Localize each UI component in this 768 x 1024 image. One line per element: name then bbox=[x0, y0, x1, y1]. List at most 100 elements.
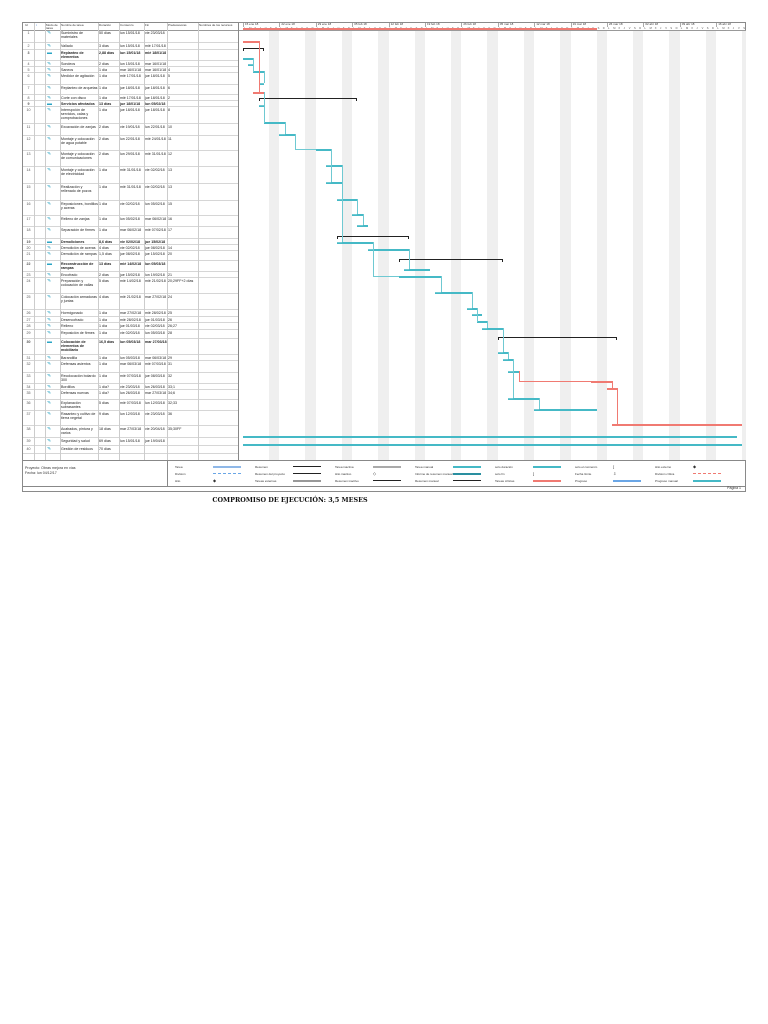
table-row[interactable]: 9 Servicios afectados 13 días jue 18/01/18 l… bbox=[23, 101, 238, 107]
day-label: D bbox=[675, 26, 678, 30]
normal-task-bar[interactable] bbox=[357, 225, 368, 227]
table-row[interactable]: 26 Hormigonado 1 día mar 27/02/18 mié 28/02/… bbox=[23, 310, 238, 317]
table-row[interactable]: 27 Desencofrado 1 día mié 28/02/18 jue 01/03… bbox=[23, 317, 238, 323]
normal-task-bar[interactable] bbox=[477, 320, 488, 323]
normal-task-bar[interactable] bbox=[471, 314, 483, 316]
legend-swatch bbox=[293, 480, 321, 482]
legend-swatch bbox=[293, 473, 321, 474]
manual-schedule-icon: ✎ bbox=[47, 331, 52, 336]
manual-schedule-icon: ✎ bbox=[47, 44, 52, 49]
table-row[interactable]: 39 Seguridad y salud 69 días lun 15/01/18 ju… bbox=[23, 438, 238, 446]
normal-task-bar[interactable] bbox=[248, 64, 254, 66]
normal-task-bar[interactable] bbox=[503, 359, 514, 361]
normal-task-bar[interactable] bbox=[497, 352, 509, 354]
normal-task-bar[interactable] bbox=[258, 83, 264, 85]
summary-task-bar[interactable] bbox=[497, 337, 618, 338]
table-row[interactable]: 29 Reposición de firmes 1 día vie 02/03/18 l… bbox=[23, 330, 238, 339]
critical-task-bar[interactable] bbox=[243, 40, 259, 43]
critical-task-bar[interactable] bbox=[253, 92, 264, 94]
critical-task-bar[interactable] bbox=[607, 388, 618, 390]
normal-task-bar[interactable] bbox=[352, 214, 363, 216]
manual-schedule-icon: ✎ bbox=[47, 217, 52, 222]
week-label: 19 mar 18 bbox=[570, 23, 607, 27]
table-row[interactable]: 18 Separación de firmes 1 día mar 06/02/18 m… bbox=[23, 227, 238, 239]
table-row[interactable]: 37 Rasanteo y cultivo de tierra vegetal 9 … bbox=[23, 411, 238, 426]
normal-task-bar[interactable] bbox=[326, 182, 342, 184]
table-row[interactable]: 33 Recolocación bolardo 300 1 día mié 07/03… bbox=[23, 373, 238, 384]
table-row[interactable]: 2 Vallado 3 días lun 15/01/18 mié 17/01/18 ✎ bbox=[23, 43, 238, 50]
table-row[interactable]: 11 Excavación de zanjas 2 días vie 19/01/18… bbox=[23, 124, 238, 136]
table-row[interactable]: 8 Corte con disco 1 día mié 17/01/18 jue 18/… bbox=[23, 95, 238, 101]
table-row[interactable]: 23 Encofrado 2 días jue 15/02/18 lun 19/02/1… bbox=[23, 272, 238, 278]
critical-task-bar[interactable] bbox=[591, 381, 613, 383]
normal-task-bar[interactable] bbox=[243, 436, 737, 438]
normal-task-bar[interactable] bbox=[367, 249, 410, 251]
normal-task-bar[interactable] bbox=[404, 269, 431, 271]
table-row[interactable]: 4 Sondeos 2 días lun 15/01/18 mar 16/01/18 ✎ bbox=[23, 61, 238, 67]
summary-task-bar[interactable] bbox=[399, 259, 503, 260]
normal-task-bar[interactable] bbox=[336, 199, 358, 201]
table-row[interactable]: 19 Demoliciones 8,6 días vie 02/02/18 jue 15… bbox=[23, 239, 238, 245]
table-row[interactable]: 22 Reconstrucción de rampas 13 días mié 14/… bbox=[23, 261, 238, 272]
day-label: X bbox=[727, 26, 730, 30]
normal-task-bar[interactable] bbox=[336, 242, 373, 244]
table-row[interactable]: 16 Reposiciones, bordillos y aceras 1 día v… bbox=[23, 201, 238, 216]
table-row[interactable]: 12 Montaje y colocación de agua potable 2 … bbox=[23, 136, 238, 151]
task-name: Colocación de elementos de mobiliario bbox=[61, 340, 86, 353]
normal-task-bar[interactable] bbox=[243, 58, 254, 60]
table-row[interactable]: 31 Barandilla 1 día lun 05/03/18 mar 06/03/1… bbox=[23, 355, 238, 361]
week-label: 05 feb 18 bbox=[352, 23, 388, 27]
table-row[interactable]: 14 Montaje y colocación de electricidad 1 … bbox=[23, 167, 238, 184]
normal-task-bar[interactable] bbox=[466, 307, 477, 310]
normal-task-bar[interactable] bbox=[534, 409, 597, 411]
normal-task-bar[interactable] bbox=[263, 122, 285, 124]
table-row[interactable]: 10 Interrupción de servicios, calas y com… bbox=[23, 107, 238, 124]
critical-task-bar[interactable] bbox=[243, 28, 597, 30]
table-row[interactable]: 28 Relleno 1 día jue 01/03/18 vie 02/03/18 26… bbox=[23, 323, 238, 330]
normal-task-bar[interactable] bbox=[435, 292, 472, 294]
table-row[interactable]: 3 Replanteo de elementos 2,88 días lun 15/0… bbox=[23, 50, 238, 61]
legend-swatch bbox=[373, 480, 401, 481]
table-row[interactable]: 24 Preparación y colocación de vallas 5 dí… bbox=[23, 278, 238, 294]
table-row[interactable]: 6 Medidor de agitación 1 día mié 17/01/18 ju… bbox=[23, 73, 238, 85]
table-row[interactable]: 5 Saneos 1 día mar 16/01/18 mar 16/01/18 4 ✎ bbox=[23, 67, 238, 73]
normal-task-bar[interactable] bbox=[482, 328, 503, 330]
dependency-link bbox=[295, 149, 316, 150]
table-row[interactable]: 17 Relleno de zanjas 1 día lun 05/02/18 mar … bbox=[23, 216, 238, 227]
dependency-link bbox=[503, 359, 509, 360]
summary-task-bar[interactable] bbox=[243, 48, 264, 49]
table-row[interactable]: 1 Suministro de materiales 50 días lun 15/0… bbox=[23, 30, 238, 43]
table-row[interactable]: 20 Demolición de aceras 4 días vie 02/02/18… bbox=[23, 245, 238, 251]
normal-task-bar[interactable] bbox=[399, 276, 441, 278]
task-name: Vallado bbox=[61, 44, 73, 48]
table-row[interactable]: 15 Realización y rellenado de pozos 1 día m… bbox=[23, 184, 238, 201]
table-row[interactable]: 36 Explanación subrasantes 5 días mié 07/03… bbox=[23, 400, 238, 411]
normal-task-bar[interactable] bbox=[243, 444, 743, 446]
table-row[interactable]: 7 Replanteo de arquetas 1 día jue 18/01/18 j… bbox=[23, 85, 238, 95]
task-end: mié 21/02/18 bbox=[145, 279, 166, 283]
normal-task-bar[interactable] bbox=[279, 134, 295, 136]
table-row[interactable]: 35 Defensas nuevas 1 día? lun 26/03/18 mar 2… bbox=[23, 390, 238, 400]
table-row[interactable]: 40 Gestión de residuos 70 días ✎ bbox=[23, 446, 238, 454]
table-row[interactable]: 38 Acabados, pintura y varios 18 días mar 2… bbox=[23, 426, 238, 438]
table-row[interactable]: 13 Montaje y colocación de comunicaciones… bbox=[23, 151, 238, 167]
table-row[interactable]: 32 Defensas asientos 1 día mar 06/03/18 mié … bbox=[23, 361, 238, 373]
task-name: Servicios afectados bbox=[61, 102, 95, 106]
task-id: 21 bbox=[26, 252, 31, 256]
table-row[interactable]: 25 Colocación armaduras y juntas 4 días mié… bbox=[23, 294, 238, 310]
table-row[interactable]: 34 Bordillos 1 día? vie 23/03/18 lun 26/03/1… bbox=[23, 384, 238, 390]
summary-task-bar[interactable] bbox=[336, 236, 410, 237]
table-row[interactable]: 30 Colocación de elementos de mobiliario 1… bbox=[23, 339, 238, 355]
normal-task-bar[interactable] bbox=[508, 398, 540, 400]
summary-task-bar[interactable] bbox=[258, 98, 358, 99]
table-row[interactable]: 21 Demolición de rampas 1,5 días jue 08/02/… bbox=[23, 251, 238, 261]
normal-task-bar[interactable] bbox=[508, 371, 519, 373]
summary-cap bbox=[502, 259, 503, 262]
normal-task-bar[interactable] bbox=[258, 105, 264, 107]
normal-task-bar[interactable] bbox=[326, 165, 342, 167]
dependency-link bbox=[409, 249, 411, 269]
normal-task-bar[interactable] bbox=[315, 149, 332, 151]
normal-task-bar[interactable] bbox=[253, 71, 264, 73]
task-start: lun 22/01/18 bbox=[120, 137, 140, 141]
critical-task-bar[interactable] bbox=[612, 424, 743, 426]
